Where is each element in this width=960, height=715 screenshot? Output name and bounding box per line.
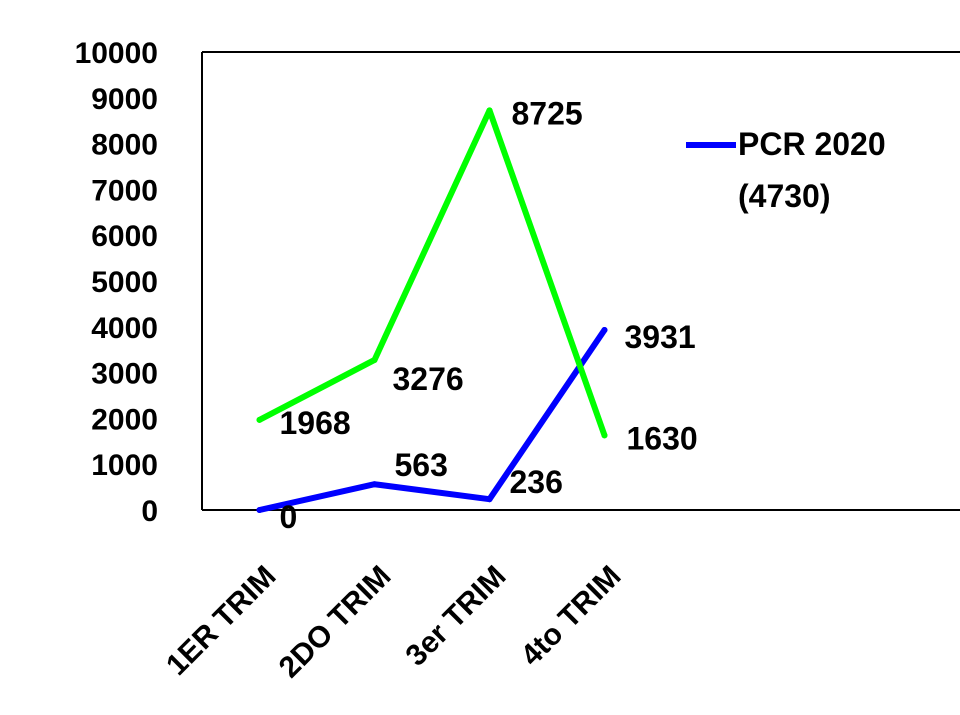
series-line-1 <box>256 107 608 439</box>
data-label: 563 <box>395 447 448 483</box>
legend-swatch-pcr-2020 <box>686 142 736 148</box>
y-tick-label: 2000 <box>91 403 158 436</box>
data-label: 3931 <box>625 319 696 355</box>
legend-label-line2: (4730) <box>738 178 831 214</box>
data-point <box>486 107 493 114</box>
data-label: 8725 <box>512 95 583 131</box>
data-point <box>486 496 493 503</box>
plot-area <box>201 51 960 511</box>
y-tick-label: 3000 <box>91 358 158 391</box>
data-point <box>256 507 263 513</box>
y-tick-label: 4000 <box>91 312 158 345</box>
data-point <box>601 432 608 439</box>
y-tick-label: 7000 <box>91 174 158 207</box>
legend-entry-pcr-2020: PCR 2020 (4730) <box>738 118 938 222</box>
data-labels: 0 563 236 3931 1968 3276 8725 1630 <box>280 95 698 535</box>
y-tick-label: 6000 <box>91 220 158 253</box>
series-line-0 <box>256 326 608 513</box>
data-point <box>256 416 263 423</box>
x-tick-label: 1ER TRIM <box>160 560 282 682</box>
data-point <box>371 356 378 363</box>
y-tick-label: 1000 <box>91 449 158 482</box>
data-label: 0 <box>280 499 298 535</box>
y-tick-label: 0 <box>141 495 158 528</box>
series-lines <box>256 107 608 513</box>
legend-label-line1: PCR 2020 <box>738 126 886 162</box>
x-tick-label: 2DO TRIM <box>273 560 398 685</box>
data-point <box>371 481 378 488</box>
y-tick-label: 5000 <box>91 266 158 299</box>
data-label: 3276 <box>393 361 464 397</box>
data-label: 1968 <box>280 405 351 441</box>
data-label: 1630 <box>627 420 698 456</box>
y-tick-label: 8000 <box>91 129 158 162</box>
data-point <box>601 326 608 333</box>
y-axis-ticks: 0 1000 2000 3000 4000 5000 6000 7000 8000 9000 100… <box>75 37 158 528</box>
data-label: 236 <box>510 464 563 500</box>
x-tick-label: 3er TRIM <box>400 560 513 673</box>
x-tick-label: 4to TRIM <box>515 560 628 673</box>
y-tick-label: 10000 <box>75 37 158 70</box>
y-tick-label: 9000 <box>91 83 158 116</box>
